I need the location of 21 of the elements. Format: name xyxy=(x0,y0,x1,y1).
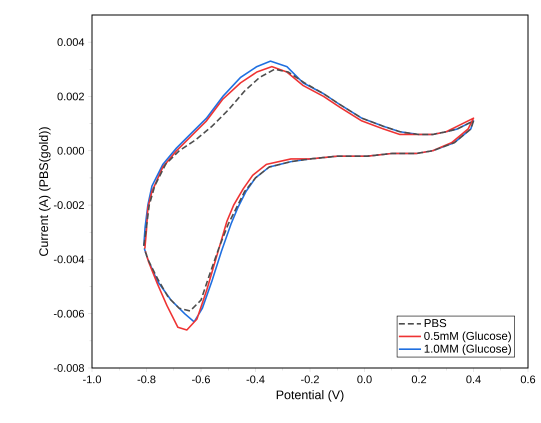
x-tick-label: -0.4 xyxy=(246,376,265,384)
y-tick-label: -0.008 xyxy=(54,364,84,372)
y-tick-label: -0.006 xyxy=(54,310,84,318)
x-tick-label: -1.0 xyxy=(83,376,102,384)
y-tick-label: -0.004 xyxy=(54,256,84,264)
legend-label: PBS xyxy=(424,319,446,328)
y-axis-title: Current (A) (PBS(gold)) xyxy=(38,127,51,256)
x-tick-label: -0.2 xyxy=(301,376,319,384)
y-tick-label: 0.002 xyxy=(57,92,84,100)
legend-label: 1.0MM (Glucose) xyxy=(424,344,511,356)
y-tick-label: -0.002 xyxy=(54,201,84,209)
y-tick-label: 0.000 xyxy=(57,146,84,155)
x-tick-label: -0.6 xyxy=(192,376,210,384)
y-tick-label: 0.004 xyxy=(57,38,84,46)
legend-label: 0.5mM (Glucose) xyxy=(424,332,511,342)
x-tick-label: 0.6 xyxy=(520,376,536,384)
x-tick-label: 0.4 xyxy=(466,376,481,384)
x-tick-label: -0.8 xyxy=(138,376,156,384)
x-tick-label: 0.2 xyxy=(412,376,426,384)
x-tick-label: 0.0 xyxy=(357,376,372,384)
x-axis-title: Potential (V) xyxy=(276,390,344,402)
